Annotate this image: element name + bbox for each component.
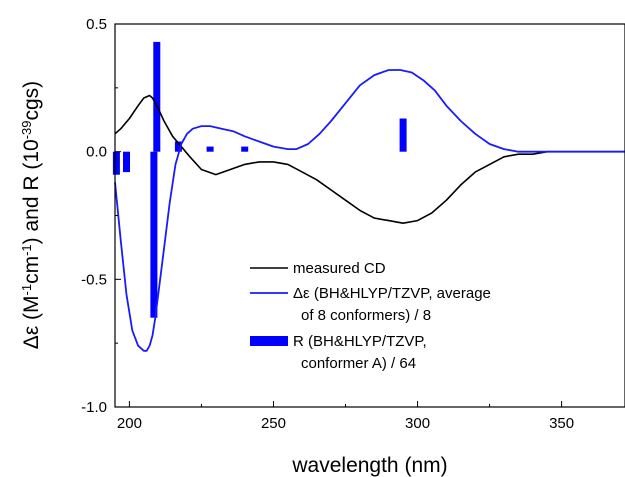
rotational-strength-bar	[241, 146, 249, 152]
calculated-cd-line	[114, 69, 625, 352]
x-tick-label: 350	[549, 415, 574, 432]
y-axis-title: Δε (M-1cm-1) and R (10-39cgs)	[19, 81, 44, 349]
rotational-strength-bar	[123, 151, 130, 173]
rotational-strength-bar	[153, 41, 161, 152]
legend-label: Δε (BH&HLYP/TZVP, average	[293, 285, 491, 302]
x-tick-label: 250	[261, 415, 286, 432]
rotational-strength-bar	[174, 141, 182, 152]
plot-content	[112, 41, 625, 352]
y-tick-label: -0.5	[81, 271, 107, 288]
legend-label: R (BH&HLYP/TZVP,	[293, 333, 427, 350]
y-tick-label: 0.5	[86, 16, 107, 33]
axes: 200 250 300 350 -1.0 -0.5 0.0 0.5	[81, 16, 574, 432]
y-tick-label: -1.0	[81, 399, 107, 416]
legend-label: measured CD	[293, 260, 386, 277]
legend-label: conformer A) / 64	[301, 355, 416, 372]
y-tick-label: 0.0	[86, 144, 107, 161]
x-tick-label: 200	[117, 415, 142, 432]
rotational-strength-bar	[399, 118, 407, 152]
legend-bar-swatch	[250, 336, 288, 346]
legend-label: of 8 conformers) / 8	[301, 307, 431, 324]
x-axis-title: wavelength (nm)	[291, 454, 447, 477]
legend: measured CD Δε (BH&HLYP/TZVP, average of 8…	[250, 260, 491, 372]
rotational-strength-bar	[150, 151, 158, 318]
measured-cd-line	[114, 94, 625, 224]
rotational-strength-bar	[112, 151, 120, 175]
rotational-strength-bar	[206, 146, 214, 152]
x-tick-label: 300	[405, 415, 430, 432]
